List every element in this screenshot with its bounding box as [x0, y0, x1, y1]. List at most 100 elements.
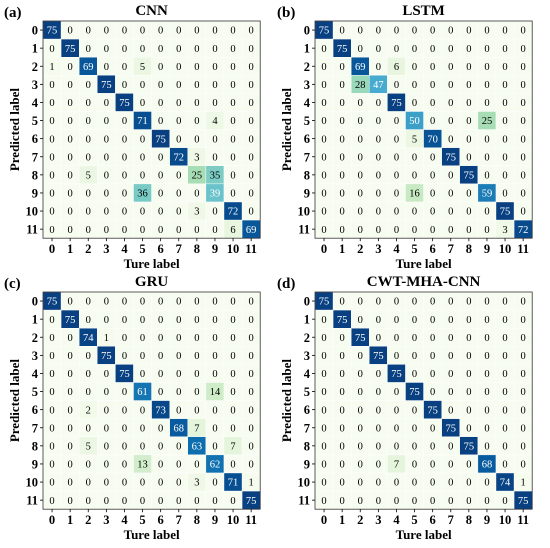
x-tick-label: 1 [67, 242, 73, 256]
cell-value-label: 0 [86, 26, 91, 37]
cell-value-label: 0 [521, 207, 526, 218]
cell-value-label: 0 [394, 225, 399, 236]
cell-value-label: 0 [430, 441, 435, 452]
x-tick-label: 7 [448, 242, 454, 256]
cell-value-label: 0 [358, 98, 363, 109]
cell-value-label: 0 [466, 80, 471, 91]
cell-value-label: 0 [230, 170, 235, 181]
cell-value-label: 7 [394, 460, 399, 471]
cell-value-label: 0 [412, 315, 417, 326]
cell-value-label: 0 [122, 62, 127, 73]
cell-value-label: 0 [68, 134, 73, 145]
x-tick-label: 2 [357, 242, 363, 256]
cell-value-label: 0 [140, 297, 145, 308]
x-tick-label: 2 [85, 513, 91, 527]
cell-value-label: 0 [448, 26, 453, 37]
x-tick-label: 11 [245, 242, 257, 256]
cell-value-label: 0 [394, 441, 399, 452]
x-tick-label: 1 [67, 513, 73, 527]
cell-value-label: 0 [104, 170, 109, 181]
y-tick-label: 11 [26, 223, 38, 237]
cell-value-label: 0 [484, 369, 489, 380]
cell-value-label: 74 [83, 333, 94, 344]
cell-value-label: 0 [68, 496, 73, 507]
cell-value-label: 0 [68, 405, 73, 416]
cell-value-label: 0 [49, 80, 54, 91]
cell-value-label: 0 [68, 189, 73, 200]
y-tick-label: 2 [304, 60, 310, 74]
cell-value-label: 0 [68, 152, 73, 163]
cell-value-label: 0 [176, 405, 181, 416]
x-tick-label: 11 [517, 242, 529, 256]
cell-value-label: 75 [319, 297, 330, 308]
cell-value-label: 0 [412, 62, 417, 73]
cell-value-label: 0 [212, 351, 217, 362]
cell-value-label: 0 [376, 152, 381, 163]
cell-value-label: 0 [466, 351, 471, 362]
cell-value-label: 0 [176, 225, 181, 236]
cell-value-label: 0 [230, 80, 235, 91]
cell-value-label: 0 [502, 387, 507, 398]
x-tick-label: 2 [357, 513, 363, 527]
cell-value-label: 0 [140, 80, 145, 91]
cell-value-label: 0 [104, 496, 109, 507]
cell-value-label: 0 [321, 315, 326, 326]
cell-value-label: 3 [194, 207, 199, 218]
cell-value-label: 0 [394, 26, 399, 37]
x-axis-title: Ture label [396, 527, 452, 542]
cell-value-label: 0 [521, 387, 526, 398]
cell-value-label: 0 [448, 225, 453, 236]
x-tick-label: 1 [339, 513, 345, 527]
y-tick-label: 7 [304, 421, 310, 435]
cell-value-label: 0 [448, 98, 453, 109]
cell-value-label: 0 [394, 80, 399, 91]
y-tick-label: 8 [32, 168, 38, 182]
cell-value-label: 0 [358, 116, 363, 127]
cell-value-label: 0 [448, 44, 453, 55]
cell-value-label: 0 [49, 116, 54, 127]
cell-value-label: 0 [194, 333, 199, 344]
cell-value-label: 0 [104, 423, 109, 434]
y-tick-label: 5 [304, 114, 310, 128]
cell-value-label: 0 [140, 441, 145, 452]
cell-value-label: 0 [158, 441, 163, 452]
x-axis-title: Ture label [396, 256, 452, 271]
cell-value-label: 0 [484, 478, 489, 489]
x-tick-label: 10 [227, 513, 240, 527]
cell-value-label: 1 [104, 333, 109, 344]
cell-value-label: 0 [521, 405, 526, 416]
cell-value-label: 0 [321, 441, 326, 452]
x-tick-label: 5 [411, 242, 417, 256]
cell-value-label: 0 [376, 496, 381, 507]
cell-value-label: 0 [86, 423, 91, 434]
cell-value-label: 0 [49, 441, 54, 452]
cell-value-label: 6 [230, 225, 235, 236]
y-tick-label: 7 [304, 150, 310, 164]
cell-value-label: 0 [249, 62, 254, 73]
cell-value-label: 0 [104, 478, 109, 489]
x-tick-label: 5 [139, 242, 145, 256]
cell-value-label: 0 [466, 496, 471, 507]
cell-value-label: 0 [321, 369, 326, 380]
cell-value-label: 0 [430, 369, 435, 380]
cell-value-label: 0 [321, 116, 326, 127]
cell-value-label: 0 [212, 26, 217, 37]
x-tick-label: 9 [484, 513, 490, 527]
cell-value-label: 0 [412, 405, 417, 416]
cell-value-label: 0 [484, 405, 489, 416]
cell-value-label: 75 [119, 369, 130, 380]
cell-value-label: 0 [376, 441, 381, 452]
cell-value-label: 0 [376, 315, 381, 326]
cell-value-label: 0 [230, 315, 235, 326]
x-tick-label: 4 [393, 242, 400, 256]
cell-value-label: 0 [86, 152, 91, 163]
cell-value-label: 0 [212, 207, 217, 218]
x-tick-label: 11 [245, 513, 257, 527]
cell-value-label: 0 [484, 80, 489, 91]
panel-label: (a) [4, 5, 22, 21]
cell-value-label: 0 [430, 297, 435, 308]
cell-value-label: 0 [321, 333, 326, 344]
cell-value-label: 0 [86, 369, 91, 380]
